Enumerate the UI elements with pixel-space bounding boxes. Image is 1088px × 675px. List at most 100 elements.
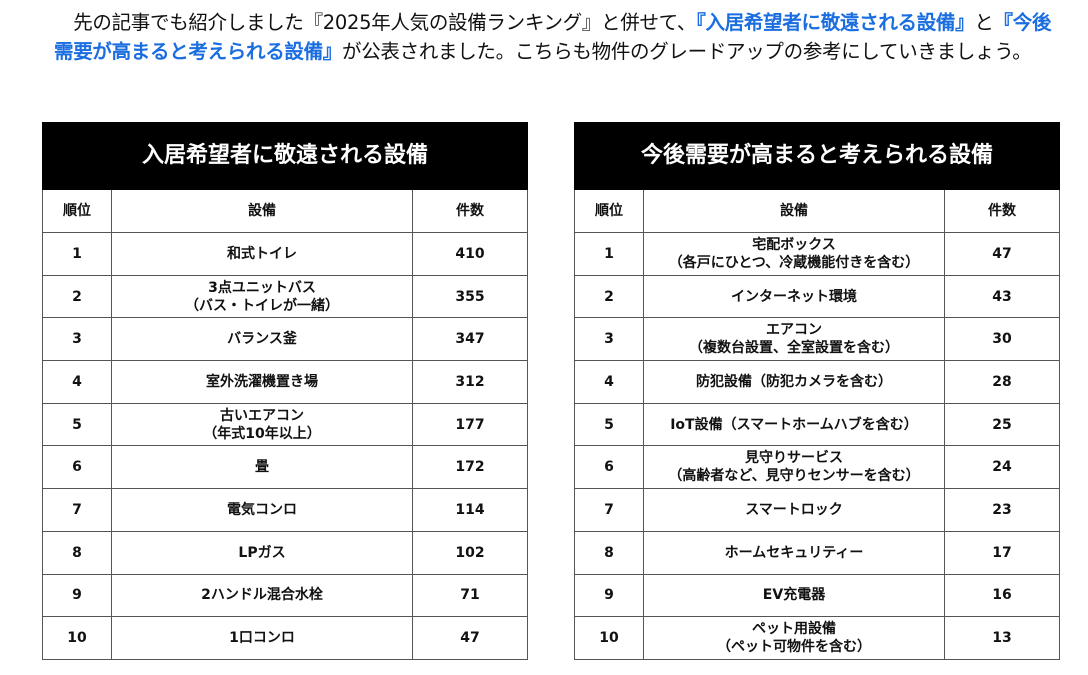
equipment-name: 古いエアコン (220, 407, 304, 424)
equipment-cell: LPガス (111, 530, 413, 575)
table-row: 9 2ハンドル混合水栓 71 (42, 573, 528, 618)
table-title: 入居希望者に敬遠される設備 (42, 122, 528, 190)
equipment-name: 防犯設備（防犯カメラを含む） (696, 373, 892, 390)
count-cell: 410 (412, 232, 528, 276)
count-cell: 71 (412, 573, 528, 618)
equipment-note: （複数台設置、全室設置を含む） (689, 340, 899, 357)
col-rank: 順位 (42, 189, 112, 233)
equipment-cell: EV充電器 (643, 573, 945, 618)
rank-cell: 10 (42, 616, 112, 660)
table-row: 8 LPガス 102 (42, 530, 528, 575)
equipment-name: ホームセキュリティー (724, 544, 864, 561)
equipment-cell: IoT設備（スマートホームハブを含む） (643, 402, 945, 447)
count-cell: 355 (412, 274, 528, 319)
table-row: 4 室外洗濯機置き場 312 (42, 360, 528, 404)
equipment-cell: 和式トイレ (111, 232, 413, 276)
equipment-cell: バランス釜 (111, 317, 413, 362)
intro-paragraph: 先の記事でも紹介しました『2025年人気の設備ランキング』と併せて、『入居希望者… (54, 8, 1054, 66)
equipment-name: LPガス (238, 544, 286, 561)
equipment-name: EV充電器 (762, 587, 826, 604)
rank-cell: 6 (42, 445, 112, 490)
highlight-demand: 『今後需要が高まると考えられる設備』 (54, 11, 1052, 63)
table-row: 9 EV充電器 16 (574, 573, 1060, 618)
col-count: 件数 (944, 189, 1060, 233)
equipment-name: 2ハンドル混合水栓 (201, 587, 323, 604)
intro-text: が公表されました。こちらも物件のグレードアップの参考にしていきましょう。 (342, 40, 1032, 63)
highlight-avoided: 『入居希望者に敬遠される設備』 (696, 11, 975, 34)
table-row: 10 ペット用設備 （ペット可物件を含む） 13 (574, 616, 1060, 660)
equipment-name: インターネット環境 (731, 288, 857, 305)
equipment-cell: スマートロック (643, 488, 945, 532)
table-row: 5 古いエアコン （年式10年以上） 177 (42, 402, 528, 447)
table-row: 2 3点ユニットバス （バス・トイレが一緒） 355 (42, 274, 528, 319)
equipment-cell: 1口コンロ (111, 616, 413, 660)
table-row: 5 IoT設備（スマートホームハブを含む） 25 (574, 402, 1060, 447)
equipment-name: 電気コンロ (227, 501, 297, 518)
col-equipment: 設備 (111, 189, 413, 233)
count-cell: 312 (412, 360, 528, 404)
rank-cell: 10 (574, 616, 644, 660)
equipment-cell: 古いエアコン （年式10年以上） (111, 402, 413, 447)
table-row: 6 畳 172 (42, 445, 528, 490)
equipment-name: 宅配ボックス (752, 236, 836, 253)
equipment-name: 室外洗濯機置き場 (206, 373, 318, 390)
equipment-name: 3点ユニットバス (208, 279, 316, 296)
table-row: 2 インターネット環境 43 (574, 274, 1060, 319)
count-cell: 24 (944, 445, 1060, 490)
table-title: 今後需要が高まると考えられる設備 (574, 122, 1060, 190)
rank-cell: 4 (574, 360, 644, 404)
equipment-name: スマートロック (745, 501, 843, 518)
count-cell: 23 (944, 488, 1060, 532)
rank-cell: 9 (42, 573, 112, 618)
equipment-cell: 畳 (111, 445, 413, 490)
count-cell: 47 (412, 616, 528, 660)
equipment-cell: エアコン （複数台設置、全室設置を含む） (643, 317, 945, 362)
equipment-cell: インターネット環境 (643, 274, 945, 319)
table-row: 10 1口コンロ 47 (42, 616, 528, 660)
equipment-note: （高齢者など、見守りセンサーを含む） (668, 468, 920, 485)
equipment-cell: 防犯設備（防犯カメラを含む） (643, 360, 945, 404)
count-cell: 13 (944, 616, 1060, 660)
rank-cell: 7 (42, 488, 112, 532)
rank-cell: 6 (574, 445, 644, 490)
count-cell: 347 (412, 317, 528, 362)
equipment-cell: 宅配ボックス （各戸にひとつ、冷蔵機能付きを含む） (643, 232, 945, 276)
table-row: 3 エアコン （複数台設置、全室設置を含む） 30 (574, 317, 1060, 362)
table-row: 6 見守りサービス （高齢者など、見守りセンサーを含む） 24 (574, 445, 1060, 490)
equipment-note: （年式10年以上） (203, 425, 321, 442)
avoided-equipment-table: 入居希望者に敬遠される設備 順位 設備 件数 1 和式トイレ 410 2 3点ユニットバス（… (42, 122, 528, 660)
equipment-name: 畳 (255, 459, 269, 476)
rank-cell: 3 (574, 317, 644, 362)
count-cell: 114 (412, 488, 528, 532)
count-cell: 25 (944, 402, 1060, 447)
rank-cell: 9 (574, 573, 644, 618)
table-row: 3 バランス釜 347 (42, 317, 528, 362)
equipment-name: 見守りサービス (745, 450, 843, 467)
col-count: 件数 (412, 189, 528, 233)
count-cell: 102 (412, 530, 528, 575)
equipment-cell: 見守りサービス （高齢者など、見守りセンサーを含む） (643, 445, 945, 490)
equipment-name: エアコン (766, 322, 822, 339)
equipment-cell: 電気コンロ (111, 488, 413, 532)
equipment-name: 1口コンロ (229, 630, 295, 647)
table-row: 7 電気コンロ 114 (42, 488, 528, 532)
count-cell: 28 (944, 360, 1060, 404)
rank-cell: 5 (42, 402, 112, 447)
equipment-note: （バス・トイレが一緒） (185, 297, 339, 314)
equipment-name: バランス釜 (227, 331, 297, 348)
equipment-name: IoT設備（スマートホームハブを含む） (670, 416, 918, 433)
table-row: 1 宅配ボックス （各戸にひとつ、冷蔵機能付きを含む） 47 (574, 232, 1060, 276)
rank-cell: 8 (42, 530, 112, 575)
rank-cell: 1 (574, 232, 644, 276)
demand-equipment-table: 今後需要が高まると考えられる設備 順位 設備 件数 1 宅配ボックス （各戸にひとつ、冷… (574, 122, 1060, 660)
equipment-cell: ホームセキュリティー (643, 530, 945, 575)
count-cell: 43 (944, 274, 1060, 319)
table-row: 8 ホームセキュリティー 17 (574, 530, 1060, 575)
equipment-name: 和式トイレ (227, 245, 297, 262)
equipment-note: （各戸にひとつ、冷蔵機能付きを含む） (668, 254, 920, 271)
count-cell: 47 (944, 232, 1060, 276)
intro-text: 先の記事でも紹介しました『2025年人気の設備ランキング』と併せて、 (54, 11, 697, 34)
table-row: 7 スマートロック 23 (574, 488, 1060, 532)
equipment-cell: 室外洗濯機置き場 (111, 360, 413, 404)
equipment-cell: 3点ユニットバス （バス・トイレが一緒） (111, 274, 413, 319)
